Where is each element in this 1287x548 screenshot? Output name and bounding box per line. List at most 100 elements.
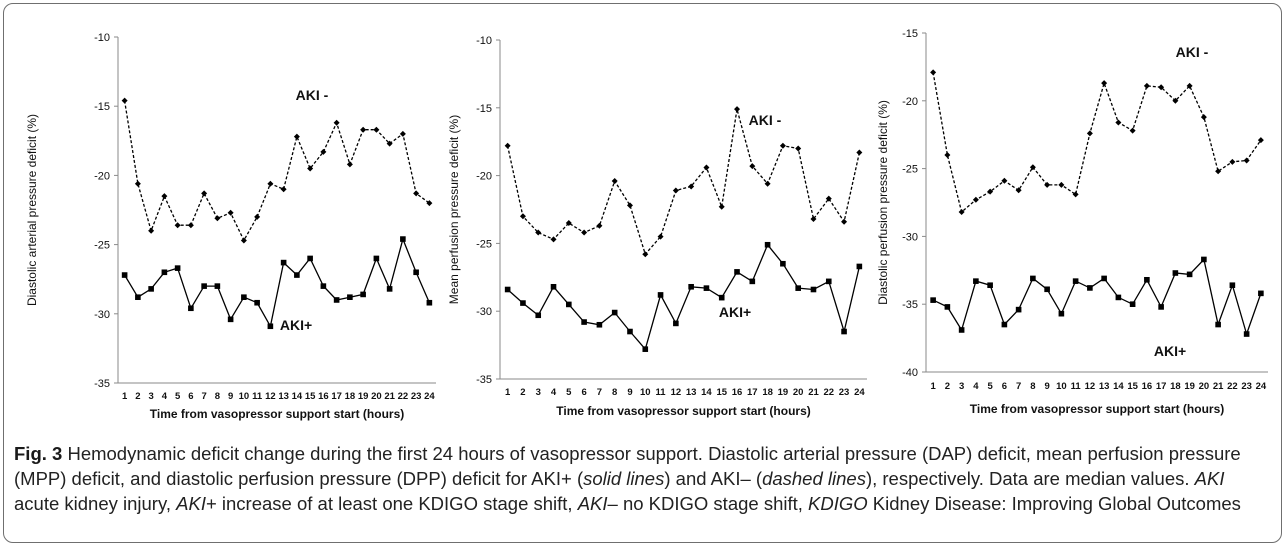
data-point (581, 229, 588, 236)
x-axis-title: Time from vasopressor support start (hou… (150, 407, 405, 421)
x-tick-label: 1 (930, 381, 936, 392)
y-tick-label: -10 (476, 35, 492, 47)
data-point (227, 209, 234, 216)
y-tick-label: -20 (902, 96, 918, 108)
data-point (672, 187, 679, 194)
data-point (1186, 271, 1193, 278)
data-point (360, 126, 367, 133)
caption-def-aki: acute kidney injury, (14, 493, 177, 514)
x-tick-label: 2 (520, 387, 525, 398)
x-tick-label: 8 (1030, 381, 1035, 392)
x-tick-label: 1 (122, 391, 128, 402)
data-point (944, 152, 951, 159)
data-point (320, 283, 327, 289)
data-point (294, 272, 300, 278)
data-point (293, 133, 300, 140)
x-tick-label: 22 (823, 387, 834, 398)
data-point (1215, 321, 1221, 328)
data-point (1229, 158, 1236, 165)
x-tick-label: 6 (1002, 381, 1007, 392)
x-tick-label: 18 (345, 391, 356, 402)
caption-def-akiplus: + increase of at least one KDIGO stage s… (205, 493, 578, 514)
y-tick-label: -25 (94, 240, 110, 252)
y-tick-label: -25 (476, 238, 492, 250)
x-tick-label: 17 (331, 391, 342, 402)
data-point (1030, 275, 1036, 282)
data-point (688, 283, 694, 290)
x-tick-label: 7 (1016, 381, 1021, 392)
data-point (535, 229, 542, 236)
x-tick-label: 5 (566, 387, 572, 398)
x-tick-label: 16 (1142, 381, 1153, 392)
data-point (810, 286, 817, 293)
data-point (780, 260, 786, 267)
data-point (201, 283, 207, 289)
data-point (214, 283, 221, 289)
data-point (734, 269, 740, 275)
y-tick-label: -25 (902, 164, 918, 176)
data-point (1015, 187, 1022, 194)
x-tick-label: 15 (716, 387, 727, 398)
data-point (174, 222, 181, 229)
data-point (642, 251, 649, 258)
x-tick-label: 22 (1227, 381, 1238, 392)
data-point (703, 164, 710, 171)
data-point (973, 278, 979, 284)
figure-frame (3, 3, 1282, 543)
data-point (795, 145, 802, 152)
x-tick-label: 14 (701, 387, 712, 398)
x-tick-label: 8 (612, 387, 617, 398)
y-tick-label: -35 (94, 378, 110, 390)
x-tick-label: 17 (1156, 381, 1167, 392)
y-axis-title: Mean perfusion pressure deficit (%) (447, 115, 461, 304)
x-tick-label: 9 (228, 391, 233, 402)
x-tick-label: 10 (640, 387, 651, 398)
data-point (1058, 181, 1065, 188)
x-tick-label: 16 (732, 387, 743, 398)
y-tick-label: -15 (476, 103, 492, 115)
y-tick-label: -35 (902, 299, 918, 311)
caption-def-kdigo: Kidney Disease: Improving Global Outcome… (867, 493, 1241, 514)
data-point (1101, 80, 1108, 87)
chart-mpp: -10 -15 -20 -25 -30 -35 1 2 3 4 5 6 7 8 9 10 11 12 13 14 15 1… (440, 0, 870, 430)
data-point (254, 213, 261, 220)
data-point (626, 202, 633, 209)
data-point (841, 328, 847, 335)
data-point (1144, 276, 1150, 283)
data-point (227, 316, 234, 323)
data-point (1087, 285, 1093, 291)
caption-text-1: Hemodynamic deficit change during the fi… (14, 443, 1241, 489)
x-tick-label: 12 (1085, 381, 1096, 392)
data-point (958, 327, 965, 333)
data-point (987, 188, 994, 195)
x-tick-label: 5 (175, 391, 181, 402)
data-point (1158, 84, 1165, 91)
data-point (347, 294, 353, 300)
data-point (930, 69, 937, 76)
caption-abbr-akiplus: AKI (176, 493, 206, 514)
x-tick-label: 21 (384, 391, 395, 402)
data-point (810, 215, 817, 222)
data-point (566, 301, 572, 308)
x-tick-label: 11 (252, 391, 263, 402)
series-label: AKI+ (1154, 343, 1186, 359)
x-tick-label: 23 (411, 391, 422, 402)
data-point (764, 180, 771, 187)
data-point (930, 297, 936, 303)
data-point (1186, 82, 1193, 89)
series-line-aki-minus (932, 72, 1262, 214)
data-point (611, 309, 618, 316)
x-tick-label: 6 (581, 387, 586, 398)
chart-dpp: -15 -20 -25 -30 -35 -40 1 2 3 4 5 6 7 8 9 10 11 12 13 14 15 1… (870, 0, 1280, 430)
x-tick-label: 9 (1044, 381, 1049, 392)
data-point (267, 323, 274, 330)
data-point (1029, 164, 1036, 171)
y-tick-label: -35 (476, 374, 492, 386)
x-tick-label: 19 (358, 391, 369, 402)
x-tick-label: 23 (839, 387, 850, 398)
x-tick-label: 20 (1199, 381, 1210, 392)
data-point (400, 236, 406, 242)
data-point (657, 292, 664, 298)
data-point (134, 180, 141, 187)
series-label: AKI+ (280, 317, 312, 333)
